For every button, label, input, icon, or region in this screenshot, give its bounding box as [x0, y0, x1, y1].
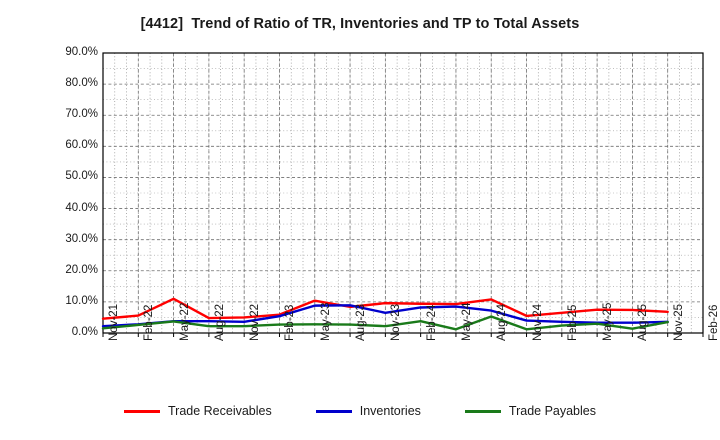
series-lines: [101, 297, 669, 331]
page-title: [4412] Trend of Ratio of TR, Inventories…: [140, 16, 580, 32]
x-axis-tick-label: Feb-25: [566, 304, 579, 341]
x-axis-ticks: [102, 333, 704, 337]
legend-item[interactable]: Inventories: [315, 404, 421, 418]
legend-item[interactable]: Trade Receivables: [123, 404, 272, 418]
x-axis-tick-label: Nov-25: [672, 303, 685, 341]
x-axis-tick-label: Aug-24: [496, 303, 509, 341]
y-axis-tick-label: 60.0%: [65, 139, 98, 152]
x-axis-tick-label: Feb-23: [284, 304, 297, 341]
legend-label: Trade Payables: [508, 404, 596, 418]
x-axis-tick-label: Nov-24: [531, 303, 544, 341]
gridlines-minor: [103, 53, 703, 333]
x-axis-tick-label: Feb-24: [425, 304, 438, 341]
chart-legend: Trade Receivables Inventories Trade Payabl…: [0, 404, 720, 418]
x-axis-tick-label: Nov-21: [108, 303, 120, 341]
x-axis-tick-label: Aug-25: [637, 303, 650, 341]
legend-color-swatch: [464, 409, 501, 413]
legend-label: Trade Receivables: [167, 404, 272, 418]
y-axis-tick-label: 50.0%: [65, 170, 98, 183]
series-line-1: [101, 304, 669, 328]
x-axis-tick-label: Feb-22: [143, 304, 156, 341]
series-line-0: [101, 297, 669, 320]
y-axis-tick-label: 80.0%: [65, 77, 98, 90]
y-axis-tick-label: 0.0%: [71, 326, 98, 338]
x-axis-tick-label: Aug-22: [213, 303, 226, 341]
y-axis-tick-label: 30.0%: [65, 232, 98, 245]
x-axis-tick-label: May-22: [178, 302, 191, 341]
x-axis-tick-label: May-25: [602, 302, 615, 341]
x-axis-tick-label: Aug-23: [355, 303, 368, 341]
x-axis-tick-label: May-23: [319, 302, 332, 341]
y-axis-tick-label: 10.0%: [65, 294, 98, 307]
x-axis-tick-label: Feb-26: [708, 304, 720, 341]
y-axis-tick-label: 90.0%: [65, 46, 98, 58]
x-axis-tick-label: Nov-23: [390, 303, 403, 341]
plot-frame: [102, 52, 704, 334]
legend-color-swatch: [315, 409, 352, 413]
gridlines-major: [103, 53, 703, 333]
y-axis-tick-label: 70.0%: [65, 108, 98, 121]
y-axis-tick-label: 40.0%: [65, 201, 98, 214]
legend-label: Inventories: [359, 404, 421, 418]
x-axis-tick-label: May-24: [460, 302, 473, 341]
legend-color-swatch: [123, 409, 160, 413]
y-axis-tick-label: 20.0%: [65, 263, 98, 276]
x-axis-tick-label: Nov-22: [249, 303, 262, 341]
series-line-2: [101, 315, 669, 331]
legend-item[interactable]: Trade Payables: [464, 404, 596, 418]
